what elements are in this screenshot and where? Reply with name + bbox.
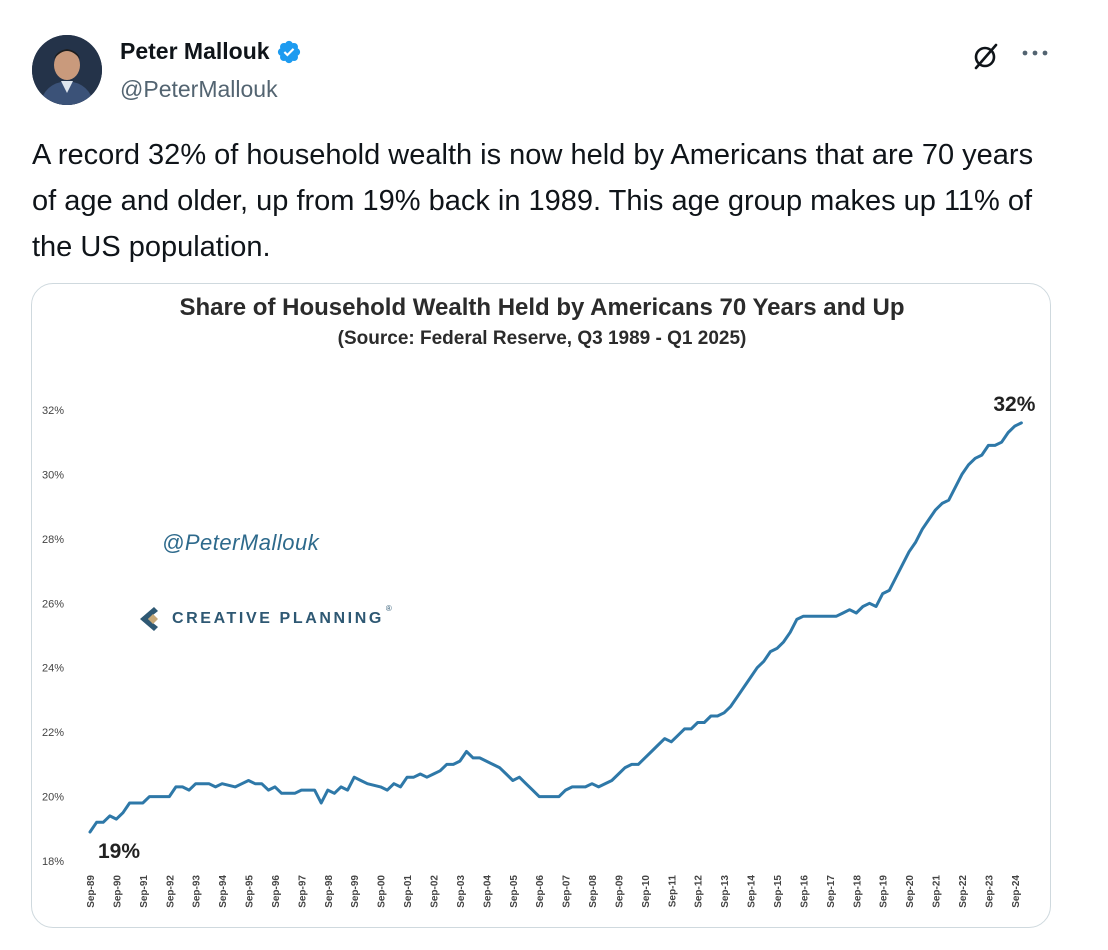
x-tick-label: Sep-21	[932, 875, 943, 908]
chart-series-line	[88, 421, 1023, 834]
tweet-text: A record 32% of household wealth is now …	[32, 139, 1034, 263]
author-handle[interactable]: @PeterMallouk	[120, 76, 278, 102]
x-tick-label: Sep-24	[1011, 875, 1022, 908]
x-tick-label: Sep-89	[86, 875, 97, 908]
x-tick-label: Sep-11	[667, 875, 678, 908]
x-tick-label: Sep-02	[429, 875, 440, 908]
watermark-handle: @PeterMallouk	[162, 530, 320, 555]
wealth-share-line-chart: 18% 20% 22% 24% 26% 28% 30% 32% Sep-89 Sep-90 Sep…	[42, 393, 1036, 908]
x-tick-label: Sep-98	[324, 875, 335, 908]
x-tick-label: Sep-03	[456, 875, 467, 908]
grok-slash-icon[interactable]	[970, 40, 1002, 72]
x-tick-label: Sep-95	[245, 875, 256, 908]
y-tick-label: 20%	[42, 792, 64, 804]
x-tick-label: Sep-23	[984, 875, 995, 908]
x-tick-label: Sep-07	[562, 875, 573, 908]
x-tick-label: Sep-10	[641, 875, 652, 908]
chart-annotation: 32%	[993, 393, 1035, 416]
chart-subtitle: (Source: Federal Reserve, Q3 1989 - Q1 2…	[337, 328, 747, 349]
y-tick-label: 28%	[42, 534, 64, 546]
y-tick-label: 24%	[42, 663, 64, 675]
x-tick-label: Sep-93	[192, 875, 203, 908]
x-tick-label: Sep-01	[403, 875, 414, 908]
x-tick-label: Sep-99	[350, 875, 361, 908]
chart-title: Share of Household Wealth Held by Americ…	[179, 294, 905, 321]
x-tick-label: Sep-22	[958, 875, 969, 908]
brand-logo: CREATIVE PLANNING ®	[134, 604, 392, 634]
x-tick-label: Sep-17	[826, 875, 837, 908]
x-tick-label: Sep-19	[879, 875, 890, 908]
x-tick-label: Sep-20	[905, 875, 916, 908]
x-tick-label: Sep-04	[482, 875, 493, 908]
x-tick-label: Sep-92	[165, 875, 176, 908]
x-tick-label: Sep-09	[614, 875, 625, 908]
tweet-media-card[interactable]: 18% 20% 22% 24% 26% 28% 30% 32% Sep-89 Sep-90 Sep…	[31, 283, 1051, 928]
x-tick-label: Sep-05	[509, 875, 520, 908]
y-tick-label: 26%	[42, 598, 64, 610]
verified-badge-icon[interactable]	[276, 39, 302, 65]
x-tick-label: Sep-96	[271, 875, 282, 908]
x-tick-label: Sep-14	[747, 875, 758, 908]
brand-name: CREATIVE PLANNING	[172, 610, 384, 627]
x-tick-label: Sep-15	[773, 875, 784, 908]
x-tick-label: Sep-18	[852, 875, 863, 908]
more-options-icon[interactable]	[1018, 40, 1052, 66]
x-tick-label: Sep-00	[377, 875, 388, 908]
chart-annotation: 19%	[98, 840, 140, 863]
y-tick-label: 32%	[42, 405, 64, 417]
x-tick-label: Sep-12	[694, 875, 705, 908]
avatar-photo	[32, 35, 102, 105]
y-tick-label: 30%	[42, 469, 64, 481]
x-tick-label: Sep-97	[297, 875, 308, 908]
x-tick-label: Sep-94	[218, 875, 229, 908]
x-tick-label: Sep-06	[535, 875, 546, 908]
creative-planning-logo-icon	[140, 607, 158, 631]
brand-registered-mark: ®	[385, 604, 392, 613]
avatar[interactable]	[32, 35, 102, 105]
x-tick-label: Sep-91	[139, 875, 150, 908]
x-tick-label: Sep-13	[720, 875, 731, 908]
x-tick-label: Sep-08	[588, 875, 599, 908]
y-tick-label: 18%	[42, 856, 64, 868]
author-name-row: Peter Mallouk	[120, 38, 302, 65]
y-tick-label: 22%	[42, 727, 64, 739]
x-tick-label: Sep-90	[112, 875, 123, 908]
x-tick-label: Sep-16	[799, 875, 810, 908]
author-display-name[interactable]: Peter Mallouk	[120, 38, 270, 64]
